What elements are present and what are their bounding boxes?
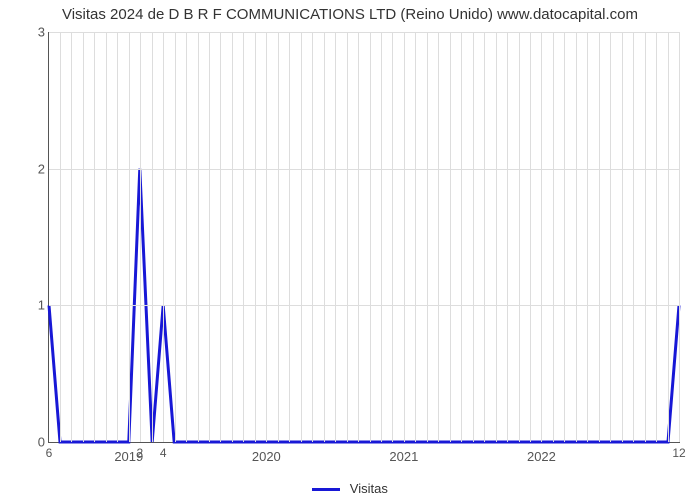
vgridline <box>255 32 256 442</box>
vgridline <box>668 32 669 442</box>
vgridline <box>415 32 416 442</box>
visits-line-chart: Visitas 2024 de D B R F COMMUNICATIONS L… <box>0 0 700 500</box>
plot-area: 0123201920202021202261224 <box>48 32 680 443</box>
x-spike-label: 4 <box>160 446 167 460</box>
vgridline <box>427 32 428 442</box>
vgridline <box>656 32 657 442</box>
vgridline <box>140 32 141 442</box>
vgridline <box>473 32 474 442</box>
vgridline <box>633 32 634 442</box>
vgridline <box>381 32 382 442</box>
y-tick-label: 2 <box>25 161 45 176</box>
hgridline <box>49 305 679 306</box>
hgridline <box>49 169 679 170</box>
vgridline <box>335 32 336 442</box>
vgridline <box>278 32 279 442</box>
vgridline <box>461 32 462 442</box>
y-tick-label: 1 <box>25 298 45 313</box>
vgridline <box>60 32 61 442</box>
hgridline <box>49 32 679 33</box>
vgridline <box>553 32 554 442</box>
x-tick-label: 2021 <box>389 449 418 464</box>
vgridline <box>220 32 221 442</box>
vgridline <box>587 32 588 442</box>
x-minor-right: 12 <box>672 446 685 460</box>
vgridline <box>175 32 176 442</box>
vgridline <box>232 32 233 442</box>
vgridline <box>312 32 313 442</box>
y-tick-label: 0 <box>25 435 45 450</box>
vgridline <box>392 32 393 442</box>
vgridline <box>324 32 325 442</box>
vgridline <box>496 32 497 442</box>
vgridline <box>541 32 542 442</box>
vgridline <box>163 32 164 442</box>
vgridline <box>289 32 290 442</box>
vgridline <box>507 32 508 442</box>
y-tick-label: 3 <box>25 25 45 40</box>
vgridline <box>301 32 302 442</box>
vgridline <box>599 32 600 442</box>
vgridline <box>610 32 611 442</box>
vgridline <box>358 32 359 442</box>
vgridline <box>94 32 95 442</box>
vgridline <box>347 32 348 442</box>
x-tick-label: 2022 <box>527 449 556 464</box>
vgridline <box>484 32 485 442</box>
vgridline <box>530 32 531 442</box>
legend-swatch <box>312 488 340 491</box>
line-series <box>49 32 679 442</box>
vgridline <box>106 32 107 442</box>
x-minor-left: 6 <box>46 446 53 460</box>
vgridline <box>83 32 84 442</box>
vgridline <box>438 32 439 442</box>
vgridline <box>645 32 646 442</box>
vgridline <box>117 32 118 442</box>
vgridline <box>186 32 187 442</box>
vgridline <box>564 32 565 442</box>
legend-label: Visitas <box>350 481 388 496</box>
vgridline <box>519 32 520 442</box>
vgridline <box>404 32 405 442</box>
vgridline <box>152 32 153 442</box>
vgridline <box>243 32 244 442</box>
legend: Visitas <box>0 481 700 496</box>
vgridline <box>209 32 210 442</box>
x-spike-label: 2 <box>136 446 143 460</box>
vgridline <box>266 32 267 442</box>
vgridline <box>622 32 623 442</box>
vgridline <box>370 32 371 442</box>
vgridline <box>576 32 577 442</box>
x-tick-label: 2020 <box>252 449 281 464</box>
vgridline <box>129 32 130 442</box>
vgridline <box>198 32 199 442</box>
vgridline <box>450 32 451 442</box>
chart-title: Visitas 2024 de D B R F COMMUNICATIONS L… <box>0 6 700 23</box>
vgridline <box>71 32 72 442</box>
vgridline <box>679 32 680 442</box>
